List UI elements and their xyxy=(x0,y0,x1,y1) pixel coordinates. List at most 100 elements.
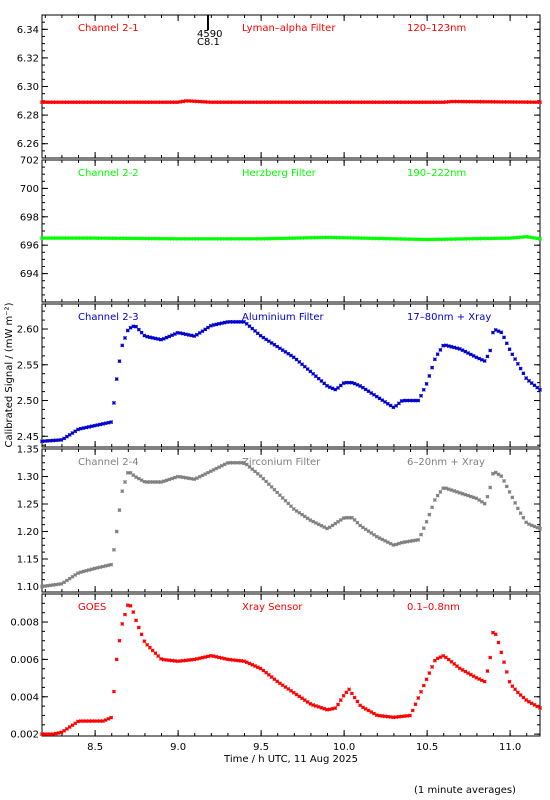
data-point xyxy=(175,474,180,479)
data-point xyxy=(228,657,233,662)
data-point xyxy=(485,669,490,673)
data-point xyxy=(477,356,482,361)
channel-label: GOES xyxy=(78,602,106,613)
data-point xyxy=(219,236,224,241)
data-point xyxy=(455,99,459,104)
data-point xyxy=(175,100,180,105)
data-point xyxy=(266,100,271,105)
data-point xyxy=(446,99,451,104)
data-point xyxy=(493,470,498,475)
data-point xyxy=(408,237,412,242)
data-point xyxy=(139,478,144,483)
data-point xyxy=(214,100,219,105)
data-point xyxy=(449,659,454,664)
data-point xyxy=(161,657,166,662)
data-point xyxy=(277,681,282,686)
data-point xyxy=(322,525,327,530)
data-point xyxy=(228,100,233,105)
data-point xyxy=(211,100,216,105)
data-point xyxy=(435,237,440,242)
data-point xyxy=(258,100,263,105)
data-point xyxy=(443,237,448,242)
data-point xyxy=(529,100,534,105)
data-point xyxy=(242,319,246,324)
data-point xyxy=(255,100,260,105)
data-point xyxy=(189,333,194,338)
data-point xyxy=(443,343,448,348)
data-point xyxy=(349,235,354,240)
y-tick-label: 6.26 xyxy=(17,139,39,150)
event-class: C8.1 xyxy=(197,37,220,48)
data-point xyxy=(275,679,280,684)
data-point xyxy=(134,324,139,329)
data-point xyxy=(78,570,83,575)
data-point xyxy=(427,237,432,242)
data-point xyxy=(67,236,72,241)
data-point xyxy=(142,100,147,105)
data-point xyxy=(167,658,172,663)
filter-label: Zirconium Filter xyxy=(242,457,321,468)
data-point xyxy=(430,365,435,370)
data-point xyxy=(427,512,432,517)
data-point xyxy=(510,495,515,500)
data-point xyxy=(366,529,371,534)
data-point xyxy=(156,236,161,241)
data-point xyxy=(515,235,520,240)
data-point xyxy=(466,236,471,241)
data-point xyxy=(106,236,111,241)
data-point xyxy=(360,705,365,710)
data-point xyxy=(159,100,163,105)
data-point xyxy=(383,236,388,241)
y-tick-label: 6.34 xyxy=(17,25,39,36)
data-point xyxy=(349,691,354,696)
x-tick-label: 9.0 xyxy=(170,742,186,753)
data-point xyxy=(374,713,379,718)
data-point xyxy=(98,422,103,427)
data-point xyxy=(95,719,100,724)
data-point xyxy=(499,330,504,335)
data-point xyxy=(349,515,354,520)
data-point xyxy=(524,376,529,381)
data-point xyxy=(496,472,501,477)
data-point xyxy=(56,236,61,241)
x-tick-label: 9.5 xyxy=(253,742,269,753)
data-point xyxy=(53,731,58,736)
data-point xyxy=(208,236,213,241)
data-point xyxy=(150,236,155,241)
data-point xyxy=(352,381,357,386)
data-point xyxy=(435,100,440,105)
data-point xyxy=(300,100,305,105)
data-point xyxy=(42,236,47,241)
data-point xyxy=(161,479,166,484)
data-point xyxy=(258,474,263,478)
data-point xyxy=(322,100,327,105)
data-point xyxy=(421,683,426,688)
data-point xyxy=(291,355,296,360)
data-point xyxy=(125,236,130,241)
data-point xyxy=(363,100,368,105)
data-point xyxy=(399,399,404,403)
data-point xyxy=(266,672,271,677)
data-point xyxy=(291,506,296,511)
data-point xyxy=(383,538,388,543)
data-point xyxy=(496,236,501,241)
data-point xyxy=(111,100,116,105)
data-point xyxy=(327,100,332,105)
data-point xyxy=(449,488,454,493)
data-point xyxy=(253,469,257,474)
data-point xyxy=(183,658,188,663)
data-point xyxy=(125,470,130,475)
data-point xyxy=(178,659,183,663)
data-point xyxy=(394,403,399,408)
data-point xyxy=(297,510,302,515)
data-point xyxy=(261,476,266,481)
data-point xyxy=(73,572,78,577)
data-point xyxy=(131,100,136,105)
data-point xyxy=(125,328,130,333)
data-point xyxy=(244,100,249,105)
data-point xyxy=(383,400,388,404)
data-point xyxy=(441,343,446,348)
data-point xyxy=(374,394,379,399)
filter-label: Lyman–alpha Filter xyxy=(242,23,336,34)
